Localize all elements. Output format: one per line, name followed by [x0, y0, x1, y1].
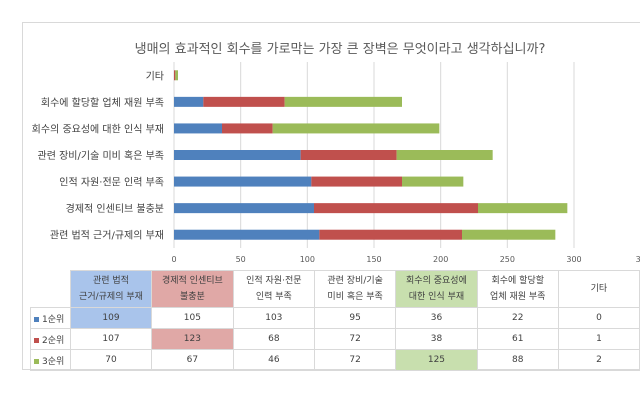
category-label: 회수에 할당할 업체 재원 부족 — [41, 96, 164, 109]
table-cell: 123 — [151, 328, 234, 350]
table-cell: 125 — [395, 349, 478, 371]
table-cell: 109 — [69, 307, 153, 329]
table-header-cell: 기타 — [557, 270, 640, 308]
table-header-cell: 경제적 인센티브 불충분 — [151, 270, 234, 308]
table-cell: 95 — [314, 307, 397, 329]
category-label: 회수의 중요성에 대한 인식 부재 — [32, 123, 164, 135]
bar-segment — [284, 96, 402, 107]
bar-segment — [402, 176, 464, 187]
table-cell: 0 — [557, 307, 640, 329]
table-cell: 107 — [69, 328, 153, 350]
bar-segment — [174, 96, 204, 107]
table-cell: 72 — [314, 349, 397, 371]
bar-segment — [311, 176, 402, 187]
table-cell: 103 — [232, 307, 316, 329]
chart-title: 냉매의 효과적인 회수를 가로막는 가장 큰 장벽은 무엇이라고 생각하십니까? — [134, 42, 546, 57]
x-tick-label: 100 — [300, 255, 315, 264]
x-tick-label: 150 — [366, 255, 381, 264]
table-cell: 61 — [476, 328, 559, 350]
x-tick-label: 50 — [236, 255, 246, 264]
table-header-cell: 회수의 중요성에 대한 인식 부재 — [395, 270, 478, 308]
table-cell: 88 — [476, 349, 559, 371]
x-tick-label: 300 — [566, 255, 581, 264]
bar-segment — [203, 96, 285, 107]
table-header-cell: 관련 법적 근거/규제의 부재 — [69, 270, 153, 308]
table-cell: 38 — [395, 328, 478, 350]
x-tick-label: 200 — [433, 255, 448, 264]
category-label: 기타 — [146, 70, 164, 82]
bar-segment — [175, 70, 178, 81]
bar-segment — [272, 123, 440, 134]
legend-entry: 2순위 — [30, 328, 71, 350]
table-cell: 36 — [395, 307, 478, 329]
table-cell: 46 — [232, 349, 316, 371]
bar-segment — [300, 150, 397, 160]
category-label: 관련 장비/기술 미비 혹은 부족 — [38, 149, 164, 162]
table-cell: 67 — [151, 349, 234, 371]
category-label: 인적 자원·전문 인력 부족 — [59, 177, 164, 189]
table-row: 3순위 70 67 46 72 125 88 2 — [30, 349, 640, 371]
table-corner — [31, 271, 71, 308]
category-label: 경제적 인센티브 불충분 — [66, 202, 164, 215]
legend-swatch — [34, 316, 39, 322]
bar-segment — [478, 203, 568, 214]
table-header-cell: 관련 장비/기술 미비 혹은 부족 — [314, 270, 397, 308]
category-label: 관련 법적 근거/규제의 부재 — [50, 230, 164, 242]
bar-segment — [222, 123, 273, 134]
table-cell: 68 — [232, 328, 316, 350]
x-tick-label: 0 — [171, 255, 176, 264]
table-header-cell: 회수에 할당할 업체 재원 부족 — [476, 270, 559, 308]
bar-segment — [174, 176, 312, 187]
x-tick-label: 250 — [500, 255, 515, 264]
x-tick-label: 35 — [636, 255, 640, 264]
bar-segment — [462, 229, 556, 240]
bar-segment — [174, 70, 176, 81]
legend-entry: 1순위 — [30, 307, 71, 329]
legend-swatch — [34, 358, 39, 364]
table-row: 2순위 107 123 68 72 38 61 1 — [30, 328, 640, 350]
legend-swatch — [34, 337, 39, 343]
table-cell: 22 — [476, 307, 559, 329]
legend-entry: 3순위 — [30, 349, 71, 371]
table-row: 1순위 109 105 103 95 36 22 0 — [30, 307, 640, 329]
bar-segment — [174, 123, 222, 134]
data-table: 관련 법적 근거/규제의 부재 경제적 인센티브 불충분 인적 자원·전문 인력 부족 관련… — [30, 270, 640, 371]
bar-segment — [319, 229, 462, 240]
bar-segment — [396, 150, 493, 160]
table-cell: 105 — [151, 307, 234, 329]
bar-segment — [314, 203, 478, 214]
table-cell: 1 — [557, 328, 640, 350]
bar-segment — [174, 150, 301, 160]
table-cell: 70 — [69, 349, 153, 371]
table-header-cell: 인적 자원·전문 인력 부족 — [232, 270, 316, 308]
table-cell: 72 — [314, 328, 397, 350]
bar-segment — [174, 203, 314, 214]
table-cell: 2 — [557, 349, 640, 371]
bar-segment — [174, 229, 320, 240]
